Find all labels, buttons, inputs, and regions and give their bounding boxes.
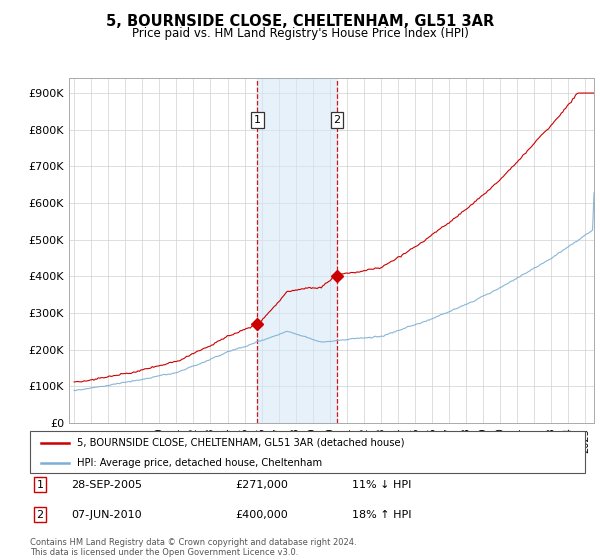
Text: £271,000: £271,000 [235,480,288,490]
Text: 07-JUN-2010: 07-JUN-2010 [71,510,142,520]
Text: 2: 2 [334,115,341,125]
Text: 1: 1 [254,115,261,125]
Text: 5, BOURNSIDE CLOSE, CHELTENHAM, GL51 3AR (detached house): 5, BOURNSIDE CLOSE, CHELTENHAM, GL51 3AR… [77,438,404,448]
Text: HPI: Average price, detached house, Cheltenham: HPI: Average price, detached house, Chel… [77,458,322,468]
Text: Price paid vs. HM Land Registry's House Price Index (HPI): Price paid vs. HM Land Registry's House … [131,27,469,40]
Text: £400,000: £400,000 [235,510,288,520]
Text: 2: 2 [37,510,44,520]
Bar [257,78,337,423]
Text: 28-SEP-2005: 28-SEP-2005 [71,480,143,490]
Text: Contains HM Land Registry data © Crown copyright and database right 2024.
This d: Contains HM Land Registry data © Crown c… [30,538,356,557]
Text: 18% ↑ HPI: 18% ↑ HPI [352,510,412,520]
Text: 11% ↓ HPI: 11% ↓ HPI [352,480,411,490]
Text: 1: 1 [37,480,43,490]
Text: 5, BOURNSIDE CLOSE, CHELTENHAM, GL51 3AR: 5, BOURNSIDE CLOSE, CHELTENHAM, GL51 3AR [106,14,494,29]
